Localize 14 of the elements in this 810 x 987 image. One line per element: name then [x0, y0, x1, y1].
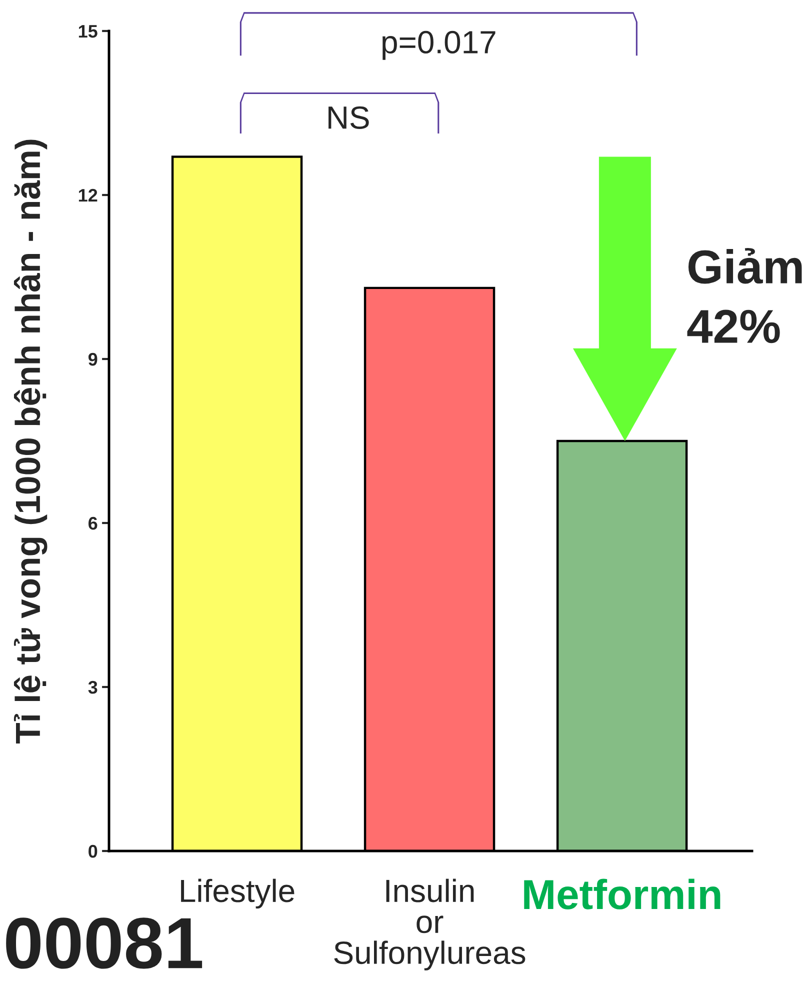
- y-axis-title: Tỉ lệ tử vong (1000 bệnh nhân - năm): [14, 140, 48, 744]
- y-tick-label: 6: [88, 516, 98, 530]
- y-tick-label: 0: [88, 844, 98, 858]
- annotation: p=0.017: [382, 30, 496, 60]
- text: 00081: [6, 918, 202, 969]
- annotation: NS: [328, 106, 369, 129]
- x-tick-label: Lifestyle: [181, 878, 294, 909]
- y-tick-label: 15: [78, 25, 98, 38]
- y-tick-label: 12: [78, 188, 98, 202]
- annotation: Giảm 42%: [687, 248, 802, 344]
- x-tick-label: Insulin or Sulfonylureas: [334, 878, 526, 970]
- x-tick-label: Metformin: [524, 878, 720, 910]
- y-tick-label: 9: [88, 352, 98, 366]
- y-tick-label: 3: [88, 680, 98, 694]
